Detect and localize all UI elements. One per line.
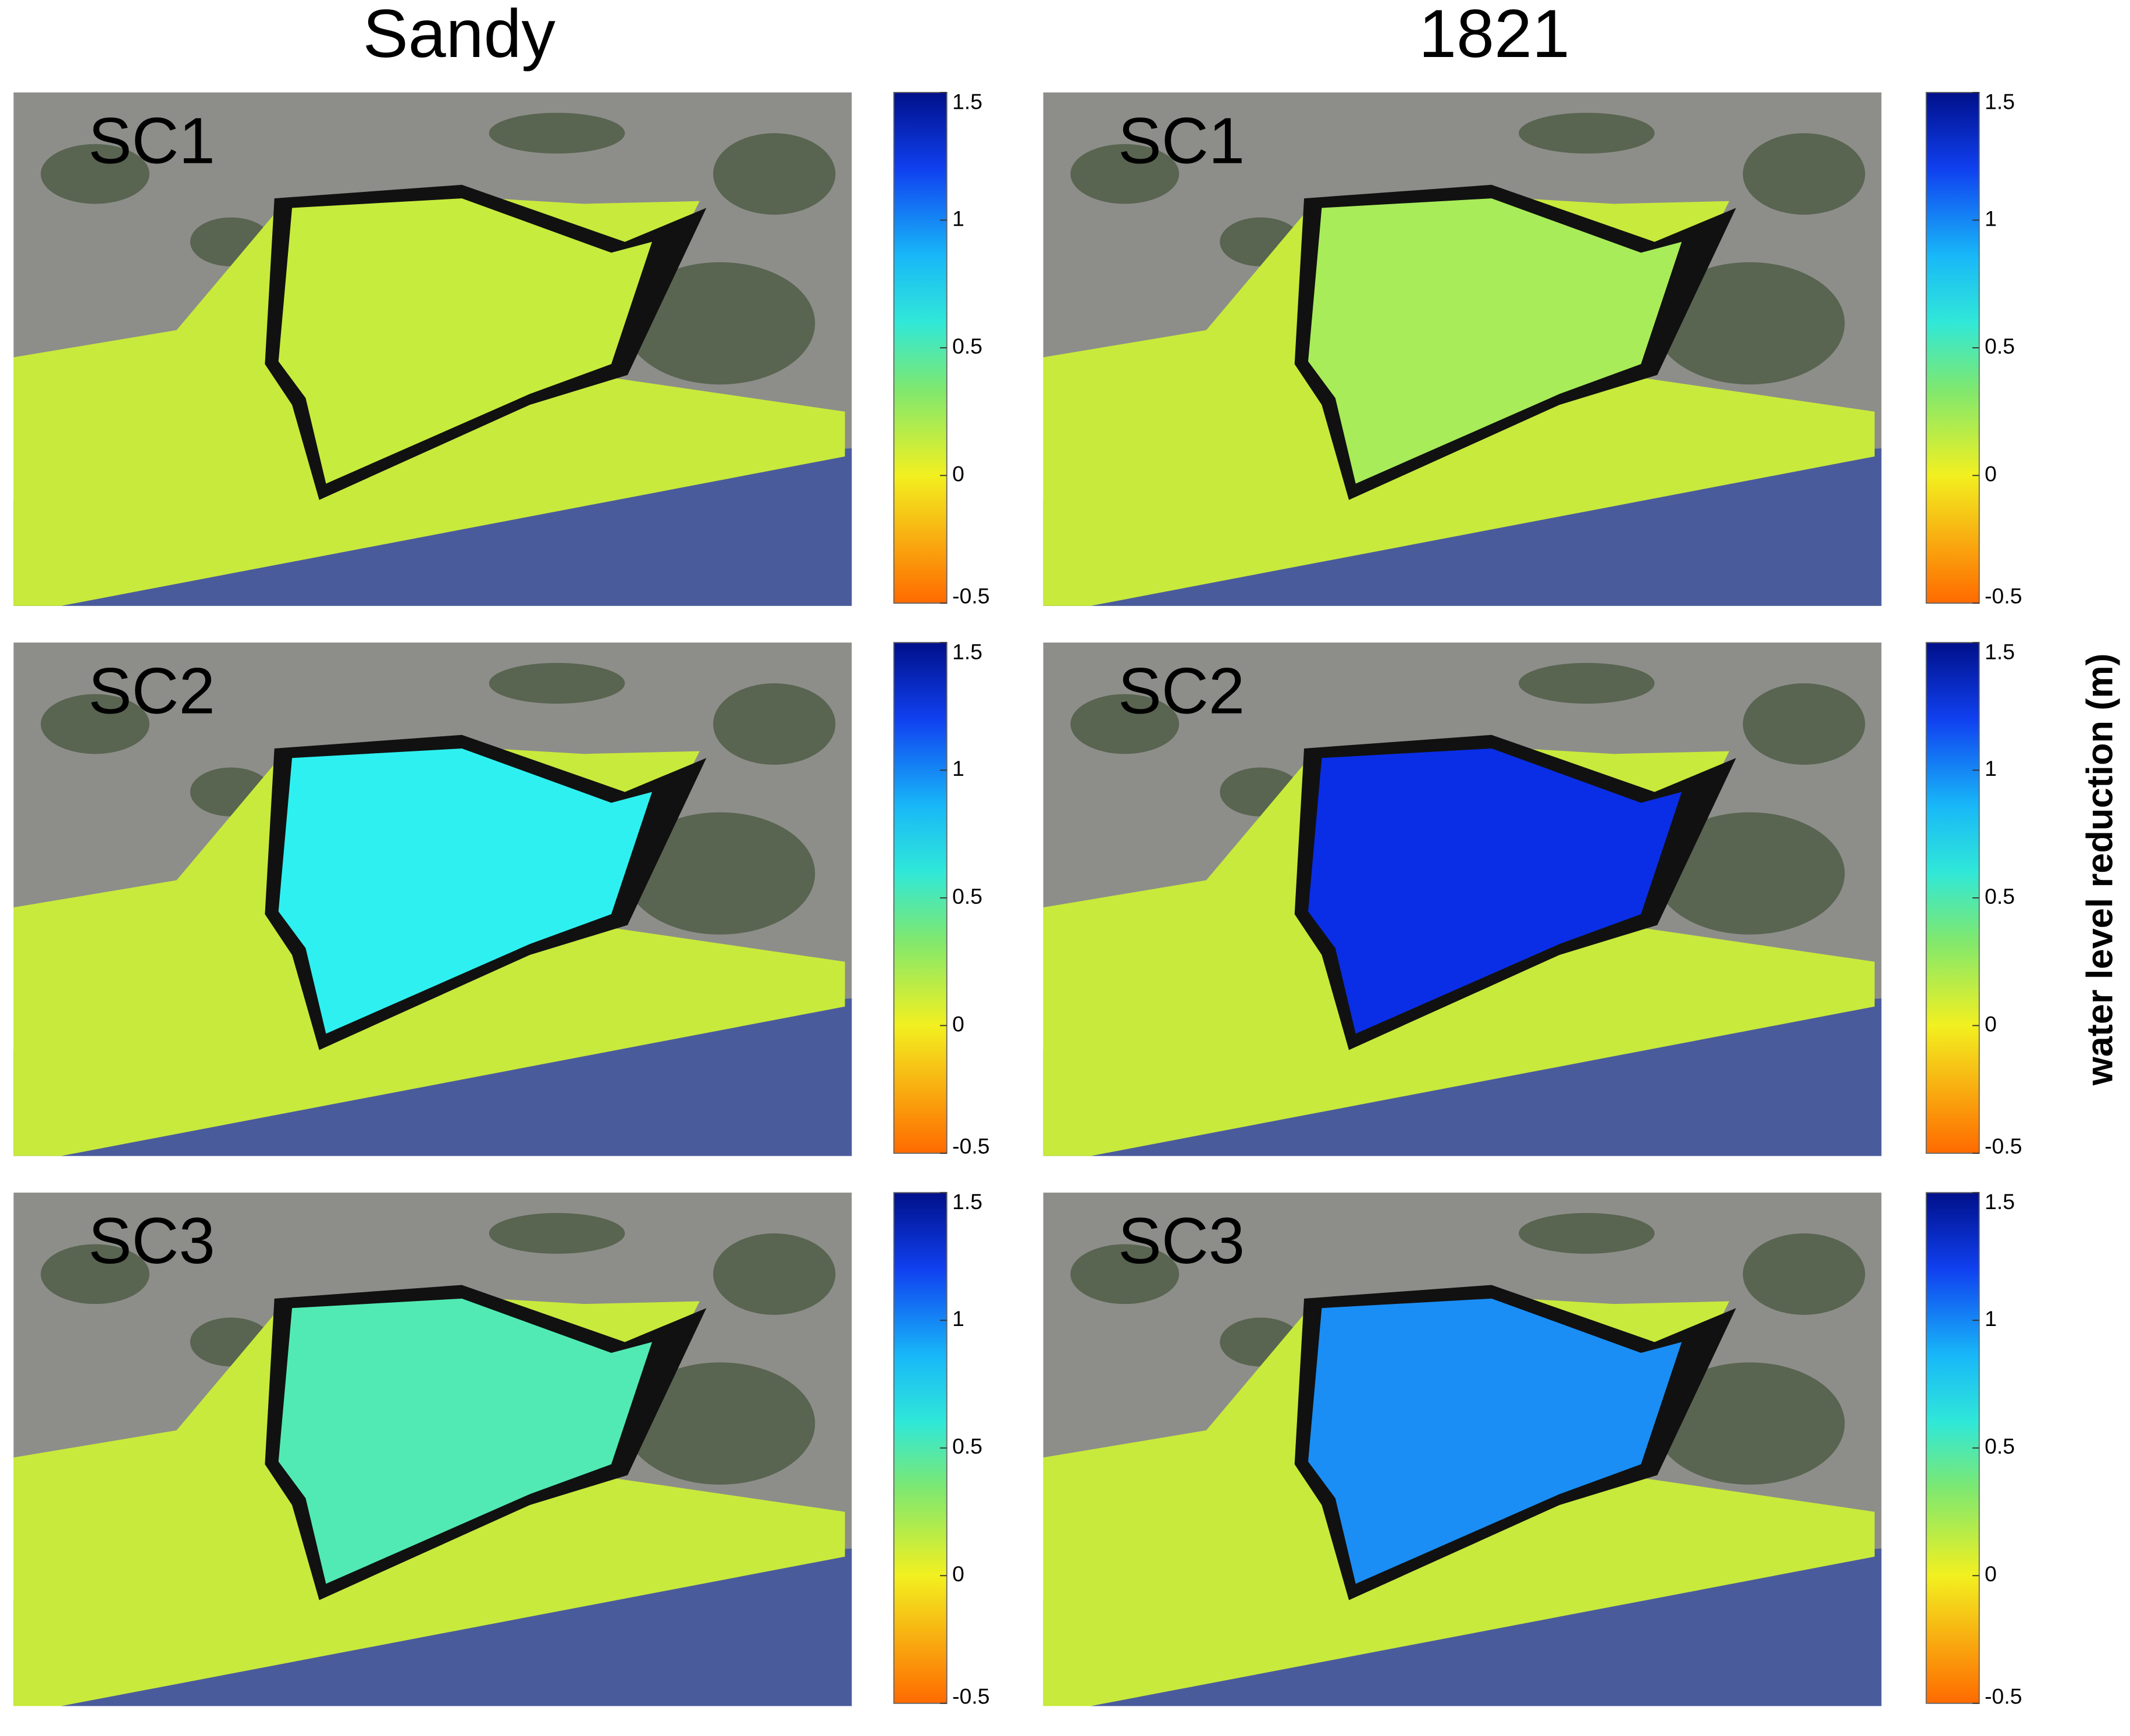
column-title: 1821 <box>1419 0 1570 72</box>
panel-label: SC3 <box>88 1204 215 1277</box>
land-texture <box>1654 262 1845 385</box>
map-panel: SC1 <box>1043 92 1882 606</box>
land-texture <box>41 1244 149 1304</box>
colorbar-tick-label: -0.5 <box>1985 1684 2022 1708</box>
colorbar-tick-label: 0.5 <box>1985 884 2015 908</box>
land-texture <box>625 812 815 935</box>
land-texture <box>41 144 149 204</box>
panel-label: SC2 <box>1118 654 1245 727</box>
map-panel: SC2 <box>13 642 852 1156</box>
colorbar-tick-label: 1.5 <box>1985 639 2015 664</box>
panel-label: SC2 <box>88 654 215 727</box>
colorbar-tick-label: 1 <box>1985 756 1997 780</box>
land-texture <box>713 683 836 765</box>
colorbar: 1.5 1 0.5 0 -0.5 <box>1925 1189 2022 1708</box>
colorbar-tick-label: -0.5 <box>952 1684 989 1708</box>
column-title: Sandy <box>363 0 556 72</box>
colorbar-tick-label: 0 <box>952 1011 964 1036</box>
land-texture <box>625 1362 815 1485</box>
colorbar: 1.5 1 0.5 0 -0.5 <box>1925 639 2022 1158</box>
colorbar-tick-label: 1.5 <box>952 90 982 114</box>
colorbar: 1.5 1 0.5 0 -0.5 <box>1925 90 2022 608</box>
land-texture <box>41 694 149 754</box>
panel-label: SC1 <box>88 104 215 177</box>
colorbar-fill <box>1925 1192 1980 1704</box>
colorbar-tick-label: 0 <box>1985 461 1997 486</box>
colorbar-fill <box>893 92 948 604</box>
colorbar-tick-label: 0.5 <box>952 884 982 908</box>
map-panel: SC3 <box>1043 1192 1882 1706</box>
colorbar-tick-label: 1 <box>952 206 964 230</box>
land-texture <box>1654 812 1845 935</box>
land-texture <box>1743 1233 1865 1315</box>
colorbar-fill <box>893 641 948 1154</box>
bay <box>278 748 653 1034</box>
bay <box>1308 748 1682 1034</box>
map-panel: SC2 <box>1043 642 1882 1156</box>
land-texture <box>1519 1213 1655 1254</box>
land-texture <box>489 662 625 704</box>
colorbar-tick-label: -0.5 <box>952 584 989 608</box>
land-texture <box>1070 694 1180 754</box>
colorbar-tick-label: -0.5 <box>952 1133 989 1158</box>
colorbar-tick-label: 0.5 <box>1985 1434 2015 1459</box>
bay <box>278 1298 653 1584</box>
colorbar-label: water level reduction (m) <box>2080 653 2121 1086</box>
land-texture <box>1743 683 1865 765</box>
colorbar-tick-label: 1.5 <box>952 639 982 664</box>
bay <box>1308 1298 1682 1584</box>
land-texture <box>625 262 815 385</box>
land-texture <box>1743 133 1865 215</box>
panel-label: SC1 <box>1118 104 1245 177</box>
land-texture <box>489 1213 625 1254</box>
colorbar-tick-label: 1 <box>1985 206 1997 230</box>
bay <box>278 198 653 484</box>
land-texture <box>1070 1244 1180 1304</box>
land-texture <box>1070 144 1180 204</box>
land-texture <box>713 133 836 215</box>
panel-label: SC3 <box>1118 1204 1245 1277</box>
colorbar-tick-label: 0.5 <box>1985 334 2015 358</box>
land-texture <box>713 1233 836 1315</box>
colorbar-tick-label: 0.5 <box>952 334 982 358</box>
colorbar-tick-label: 1.5 <box>952 1189 982 1214</box>
colorbar-tick-label: 1.5 <box>1985 1189 2015 1214</box>
colorbar-tick-label: 1 <box>952 756 964 780</box>
colorbar-tick-label: 0 <box>1985 1011 1997 1036</box>
land-texture <box>1654 1362 1845 1485</box>
colorbar-tick-label: 0.5 <box>952 1434 982 1459</box>
land-texture <box>1519 112 1655 154</box>
colorbar-tick-label: -0.5 <box>1985 1133 2022 1158</box>
colorbar-tick-label: 1 <box>952 1306 964 1331</box>
colorbar: 1.5 1 0.5 0 -0.5 <box>893 90 990 608</box>
colorbar-fill <box>1925 92 1980 604</box>
colorbar-tick-label: -0.5 <box>1985 584 2022 608</box>
colorbar-tick-label: 1 <box>1985 1306 1997 1331</box>
colorbar-tick-label: 1.5 <box>1985 90 2015 114</box>
land-texture <box>489 112 625 154</box>
colorbar-tick-label: 0 <box>952 461 964 486</box>
bay <box>1308 198 1682 484</box>
map-panel: SC3 <box>13 1192 852 1706</box>
map-panel: SC1 <box>13 92 852 606</box>
colorbar: 1.5 1 0.5 0 -0.5 <box>893 1189 990 1708</box>
colorbar-fill <box>893 1192 948 1704</box>
colorbar-tick-label: 0 <box>1985 1562 1997 1586</box>
land-texture <box>1519 662 1655 704</box>
colorbar: 1.5 1 0.5 0 -0.5 <box>893 639 990 1158</box>
colorbar-fill <box>1925 641 1980 1154</box>
colorbar-tick-label: 0 <box>952 1562 964 1586</box>
